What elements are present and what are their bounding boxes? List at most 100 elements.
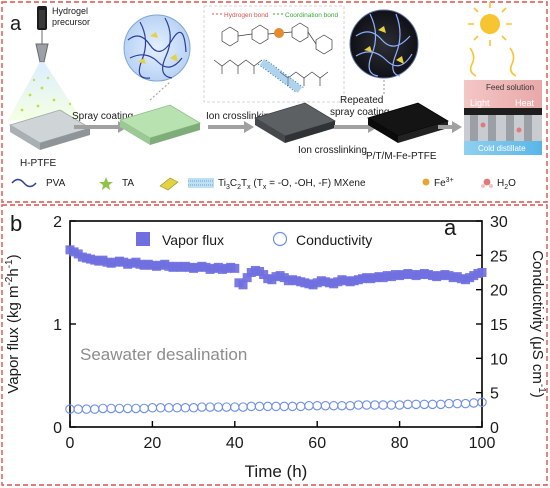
y-right-axis-label: Conductivity (μS cm-1) — [529, 250, 547, 398]
vapor-flux-point — [230, 263, 240, 273]
y-right-tick-label: 15 — [490, 317, 508, 334]
conductivity-point — [238, 402, 248, 412]
conductivity-point — [452, 398, 463, 409]
chemistry-structure-box: Hydrogen bond Coordination bond — [203, 5, 345, 103]
y-right-tick-label: 25 — [490, 248, 508, 265]
vapor-flux-series — [65, 245, 487, 290]
conductivity-point — [312, 400, 322, 411]
step1-label: Spray coating — [72, 111, 133, 122]
conductivity-point — [106, 403, 116, 414]
vapor-flux-point — [477, 268, 487, 277]
y-right-axis-ticks: 0 5 10 15 20 25 30 — [476, 214, 508, 437]
mxene-legend-label: Ti3C2Tx (Tx = -O, -OH, -F) MXene — [218, 178, 366, 191]
step3-label-2: spray coating — [330, 107, 389, 118]
mxene-stack-legend-icon — [188, 178, 214, 188]
conductivity-point — [477, 397, 487, 408]
zoom-circle-dark-network — [349, 9, 419, 96]
legend-conductivity-marker — [272, 231, 288, 247]
conductivity-point — [180, 403, 191, 413]
conductivity-point — [131, 403, 141, 414]
cold-label: Cold distillate — [478, 144, 526, 153]
precursor-vial — [35, 6, 49, 63]
plot-frame — [69, 220, 483, 428]
precursor-label-2: precursor — [52, 17, 90, 27]
conductivity-series — [65, 397, 487, 414]
conductivity-point — [444, 398, 454, 409]
corner-letter: a — [444, 215, 457, 240]
base-label: H-PTFE — [20, 158, 56, 169]
conductivity-point — [122, 403, 133, 414]
y-right-tick-label: 5 — [490, 386, 499, 403]
schematic-panel: a Hydrogel precursor H-PTFE Spray coatin… — [1, 1, 548, 203]
conductivity-point — [254, 401, 265, 412]
conductivity-point — [436, 399, 446, 410]
pva-legend-icon — [11, 178, 37, 188]
heat-label: Heat — [515, 98, 535, 108]
vapor-flux-point — [242, 273, 252, 283]
panel-a-border — [1, 1, 548, 203]
conductivity-point — [469, 398, 479, 408]
conductivity-point — [320, 400, 331, 411]
conductivity-point — [164, 403, 174, 413]
panel-a-letter: a — [10, 13, 22, 35]
y-left-axis-ticks: 0 1 2 — [53, 214, 76, 437]
conductivity-point — [230, 402, 240, 412]
step3-label-1: Repeated — [340, 95, 383, 106]
vapor-flux-point — [238, 280, 248, 290]
precursor-label-1: Hydrogel — [52, 6, 88, 16]
material-legend: PVA TA Ti3C2Tx (Tx = -O, -OH, -F) MXene … — [11, 177, 516, 191]
conductivity-point — [89, 404, 100, 414]
conductivity-point — [279, 401, 289, 412]
ta-legend-icon — [99, 177, 113, 190]
conductivity-point — [370, 400, 380, 410]
x-tick-label: 0 — [66, 435, 75, 452]
conductivity-point — [337, 400, 347, 411]
panel-b-letter: b — [10, 211, 22, 236]
seawater-annotation: Seawater desalination — [80, 345, 247, 364]
fe-ion-legend-icon — [422, 178, 430, 186]
y-left-tick-label: 1 — [53, 317, 62, 334]
x-tick-label: 100 — [469, 435, 496, 452]
x-tick-label: 20 — [144, 435, 162, 452]
conductivity-point — [394, 400, 405, 410]
product-label: P/T/M-Fe-PTFE — [366, 151, 437, 162]
chart-legend: Vapor flux Conductivity — [136, 231, 372, 248]
conductivity-point — [139, 403, 149, 414]
y-left-tick-label: 2 — [53, 214, 62, 231]
conductivity-point — [172, 403, 182, 413]
conductivity-point — [304, 400, 314, 411]
step2-label: Ion crosslinking — [206, 111, 275, 122]
conductivity-point — [378, 400, 388, 410]
fe-legend-label: Fe3+ — [434, 177, 454, 189]
conductivity-point — [98, 403, 108, 414]
conductivity-point — [460, 398, 471, 409]
ptfe-membrane-base — [9, 109, 91, 150]
conductivity-point — [328, 400, 339, 411]
conductivity-point — [188, 403, 199, 413]
stability-chart: b a 0 20 40 60 80 100 0 1 2 0 5 10 15 20 25 30 Time (… — [1, 204, 548, 486]
conductivity-point — [155, 403, 166, 413]
conductivity-point — [361, 400, 372, 410]
ptfe-membrane-crosslinked — [254, 102, 336, 143]
y-left-axis-label: Vapor flux (kg m-2h-1) — [4, 254, 22, 393]
pva-legend-label: PVA — [46, 178, 66, 189]
membrane-distillation-cell: Feed solution Light Heat Cold distillate — [464, 80, 542, 155]
conductivity-point — [213, 402, 224, 412]
y-right-tick-label: 30 — [490, 214, 508, 231]
conductivity-point — [271, 401, 281, 412]
coordination-bond-label: Coordination bond — [285, 12, 339, 19]
ta-legend-label: TA — [122, 178, 134, 189]
y-right-tick-label: 0 — [490, 420, 499, 437]
light-label: Light — [470, 98, 490, 108]
x-axis-label: Time (h) — [245, 462, 308, 481]
conductivity-point — [353, 400, 364, 410]
step4-label: Ion crosslinking — [298, 145, 367, 156]
conductivity-point — [419, 399, 430, 410]
conductivity-point — [221, 402, 232, 412]
conductivity-point — [263, 401, 273, 412]
legend-vapor-flux-marker — [136, 232, 150, 246]
feed-label: Feed solution — [486, 83, 534, 92]
water-legend-label: H2O — [497, 178, 516, 191]
conductivity-point — [114, 403, 125, 414]
y-right-tick-label: 20 — [490, 283, 508, 300]
